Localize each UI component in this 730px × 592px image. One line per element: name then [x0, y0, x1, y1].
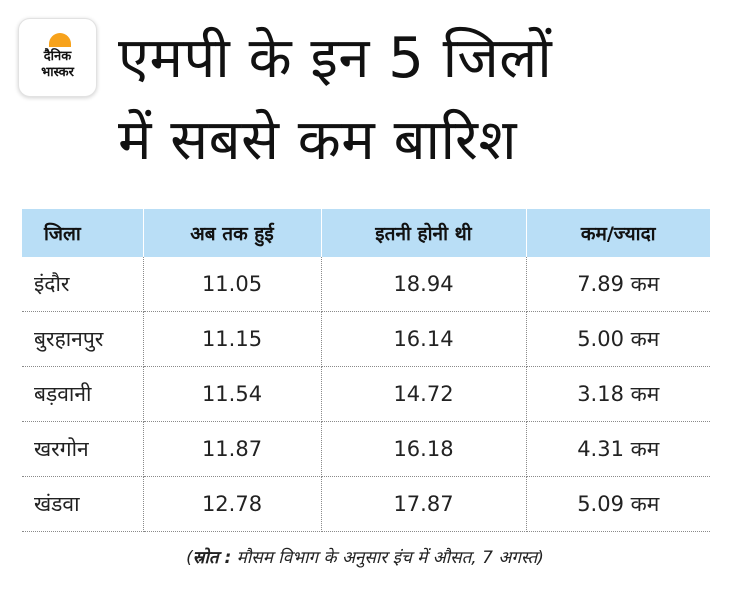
table-row: बड़वानी 11.54 14.72 3.18 कम — [22, 366, 710, 422]
cell-district: खंडवा — [22, 476, 144, 532]
table-row: बुरहानपुर 11.15 16.14 5.00 कम — [22, 311, 710, 367]
cell-expected: 17.87 — [321, 476, 527, 532]
cell-difference: 7.89 कम — [526, 257, 710, 312]
cell-expected: 16.18 — [321, 421, 527, 477]
cell-difference: 3.18 कम — [526, 366, 710, 422]
logo-text-line1: दैनिक — [43, 49, 72, 64]
cell-district: खरगोन — [22, 421, 144, 477]
column-header-expected: इतनी होनी थी — [321, 209, 527, 257]
cell-expected: 18.94 — [321, 257, 527, 312]
cell-expected: 14.72 — [321, 366, 527, 422]
source-open-paren: ( — [186, 548, 193, 568]
table-row: खंडवा 12.78 17.87 5.09 कम — [22, 476, 710, 532]
headline-line1: एमपी के इन 5 जिलों — [118, 26, 553, 91]
cell-district: इंदौर — [22, 257, 144, 312]
column-header-difference: कम/ज्यादा — [526, 209, 710, 257]
cell-so-far: 11.15 — [143, 311, 322, 367]
headline: एमपी के इन 5 जिलों में सबसे कम बारिश — [118, 18, 718, 182]
table-header-row: जिला अब तक हुई इतनी होनी थी कम/ज्यादा — [22, 209, 710, 257]
cell-difference: 4.31 कम — [526, 421, 710, 477]
cell-so-far: 11.05 — [143, 257, 322, 312]
cell-difference: 5.00 कम — [526, 311, 710, 367]
cell-so-far: 12.78 — [143, 476, 322, 532]
source-note: (स्रोत : मौसम विभाग के अनुसार इंच में औस… — [0, 545, 730, 568]
cell-district: बुरहानपुर — [22, 311, 144, 367]
table-row: इंदौर 11.05 18.94 7.89 कम — [22, 257, 710, 312]
column-header-so-far: अब तक हुई — [143, 209, 322, 257]
cell-expected: 16.14 — [321, 311, 527, 367]
cell-so-far: 11.54 — [143, 366, 322, 422]
column-header-district: जिला — [22, 209, 144, 257]
rainfall-table: जिला अब तक हुई इतनी होनी थी कम/ज्यादा इं… — [22, 209, 710, 532]
cell-district: बड़वानी — [22, 366, 144, 422]
dainik-bhaskar-logo: दैनिक भास्कर — [18, 18, 97, 97]
logo-text-line2: भास्कर — [41, 65, 74, 80]
cell-so-far: 11.87 — [143, 421, 322, 477]
source-text: मौसम विभाग के अनुसार इंच में औसत, 7 अगस्… — [231, 548, 544, 568]
table-row: खरगोन 11.87 16.18 4.31 कम — [22, 421, 710, 477]
headline-line2: में सबसे कम बारिश — [118, 108, 518, 173]
cell-difference: 5.09 कम — [526, 476, 710, 532]
source-label: स्रोत : — [192, 548, 232, 568]
sun-icon — [49, 33, 71, 47]
